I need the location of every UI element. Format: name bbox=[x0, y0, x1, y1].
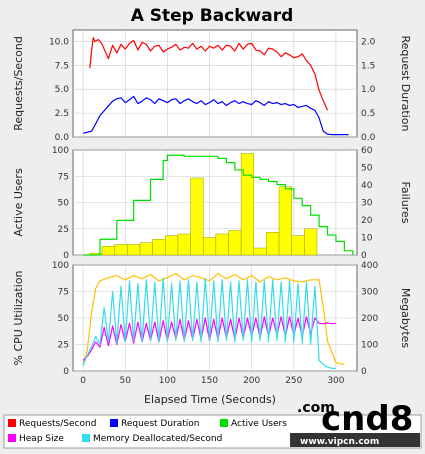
x-tick-label: 0 bbox=[80, 376, 86, 386]
y-tick-label: 0 bbox=[63, 367, 69, 377]
bar-failures bbox=[266, 232, 280, 256]
y-tick-label: 10.0 bbox=[49, 37, 69, 47]
x-tick-label: 150 bbox=[201, 376, 218, 386]
legend-label: Active Users bbox=[231, 419, 287, 429]
bar-failures bbox=[215, 233, 229, 256]
legend-swatch bbox=[110, 419, 118, 427]
y-tick-label: 0 bbox=[63, 251, 69, 261]
series-line-active-users bbox=[83, 154, 354, 256]
y2-tick-label: 1.5 bbox=[361, 61, 375, 71]
legend: Requests/Second Request Duration Active Us… bbox=[3, 414, 422, 449]
y-axis-label: Active Users bbox=[12, 168, 25, 237]
x-tick-label: 300 bbox=[327, 376, 344, 386]
legend-item: Heap Size bbox=[8, 434, 64, 444]
panel-1: 0.0 2.5 5.0 7.5 10.0 0.0 0.5 1.0 1.5 2.0 Requests/… bbox=[12, 29, 412, 143]
x-axis-label: Elapsed Time (Seconds) bbox=[144, 393, 276, 406]
series-line-requests-second bbox=[89, 37, 329, 111]
legend-item: Memory Deallocated/Second bbox=[82, 434, 222, 444]
y2-tick-label: 200 bbox=[361, 314, 378, 324]
y2-tick-label: 1.0 bbox=[361, 85, 376, 95]
legend-swatch bbox=[8, 434, 16, 442]
bar-failures bbox=[253, 247, 267, 256]
watermark-site: www.vipcn.com bbox=[300, 437, 379, 447]
bar-failures bbox=[304, 228, 318, 256]
watermark-bar bbox=[290, 433, 420, 447]
panel-3: 0 25 50 75 100 0 100 200 300 400 0 50 100 150 200 250 30… bbox=[12, 261, 412, 386]
plot-area bbox=[72, 29, 358, 138]
bar-failures bbox=[291, 235, 305, 256]
y-tick-label: 75 bbox=[58, 288, 69, 298]
series-line-memory-deallocated-second bbox=[82, 277, 336, 369]
y2-tick-label: 50 bbox=[361, 164, 373, 174]
watermark-dotcom: .com bbox=[297, 400, 335, 416]
y2-axis-label: Failures bbox=[399, 182, 412, 224]
y-tick-label: 25 bbox=[58, 225, 69, 235]
y-axis-label: % CPU Utilization bbox=[12, 271, 25, 366]
legend-item: Request Duration bbox=[110, 419, 200, 429]
series-line-request-duration bbox=[82, 95, 349, 136]
bar-failures bbox=[139, 242, 153, 256]
y2-tick-label: 0 bbox=[361, 367, 367, 377]
watermark: cnd8 .com www.vipcn.com bbox=[290, 399, 420, 447]
y-tick-label: 50 bbox=[58, 314, 70, 324]
chart-panels: 0.0 2.5 5.0 7.5 10.0 0.0 0.5 1.0 1.5 2.0 Requests/… bbox=[12, 29, 412, 386]
bar-failures bbox=[152, 239, 166, 256]
legend-swatch bbox=[220, 419, 228, 427]
y-tick-label: 100 bbox=[52, 261, 69, 271]
legend-swatch bbox=[82, 434, 90, 442]
watermark-brand: cnd8 bbox=[321, 399, 413, 439]
y-tick-label: 0.0 bbox=[55, 133, 70, 143]
y-tick-label: 5.0 bbox=[55, 85, 70, 95]
y2-tick-label: 300 bbox=[361, 288, 378, 298]
legend-label: Requests/Second bbox=[19, 419, 96, 429]
bar-failures bbox=[127, 244, 141, 256]
legend-label: Heap Size bbox=[19, 434, 64, 444]
y2-tick-label: 0.5 bbox=[361, 109, 375, 119]
y2-tick-label: 20 bbox=[361, 216, 373, 226]
legend-label: Memory Deallocated/Second bbox=[93, 434, 222, 444]
bar-failures bbox=[101, 246, 115, 256]
panel-2: 0 25 50 75 100 0 10 20 30 40 50 60 Active Users Failu… bbox=[12, 146, 412, 261]
x-tick-label: 50 bbox=[120, 376, 132, 386]
y-tick-label: 75 bbox=[58, 172, 69, 182]
bar-failures bbox=[177, 233, 191, 256]
y-tick-label: 7.5 bbox=[55, 61, 69, 71]
y2-tick-label: 0 bbox=[361, 251, 367, 261]
bar-failures bbox=[240, 153, 255, 256]
legend-label: Request Duration bbox=[121, 419, 200, 429]
series-line-requests-second bbox=[82, 272, 345, 366]
y2-tick-label: 400 bbox=[361, 261, 378, 271]
y-tick-label: 2.5 bbox=[55, 109, 69, 119]
y2-tick-label: 60 bbox=[361, 146, 373, 156]
bar-failures bbox=[278, 186, 292, 256]
y-axis-label: Requests/Second bbox=[12, 36, 25, 131]
bar-failures bbox=[190, 177, 204, 256]
y2-tick-label: 2.0 bbox=[361, 37, 376, 47]
chart-title: A Step Backward bbox=[131, 6, 294, 26]
y2-tick-label: 0.0 bbox=[361, 133, 376, 143]
legend-box bbox=[3, 414, 422, 449]
y2-axis-label: Request Duration bbox=[399, 36, 412, 132]
y-tick-label: 25 bbox=[58, 341, 69, 351]
legend-item: Active Users bbox=[220, 419, 287, 429]
y-tick-label: 100 bbox=[52, 146, 69, 156]
legend-item: Requests/Second bbox=[8, 419, 96, 429]
y-tick-label: 50 bbox=[58, 199, 70, 209]
y2-tick-label: 30 bbox=[361, 199, 373, 209]
bar-failures bbox=[114, 244, 128, 256]
y2-tick-label: 10 bbox=[361, 234, 373, 244]
x-tick-label: 100 bbox=[159, 376, 176, 386]
bar-failures bbox=[228, 230, 242, 256]
y2-axis-label: Megabytes bbox=[399, 288, 412, 349]
bar-failures bbox=[165, 235, 179, 256]
y2-tick-label: 100 bbox=[361, 341, 378, 351]
bar-failures bbox=[202, 237, 217, 256]
y2-tick-label: 40 bbox=[361, 181, 373, 191]
x-tick-label: 200 bbox=[243, 376, 260, 386]
legend-swatch bbox=[8, 419, 16, 427]
x-tick-label: 250 bbox=[285, 376, 302, 386]
